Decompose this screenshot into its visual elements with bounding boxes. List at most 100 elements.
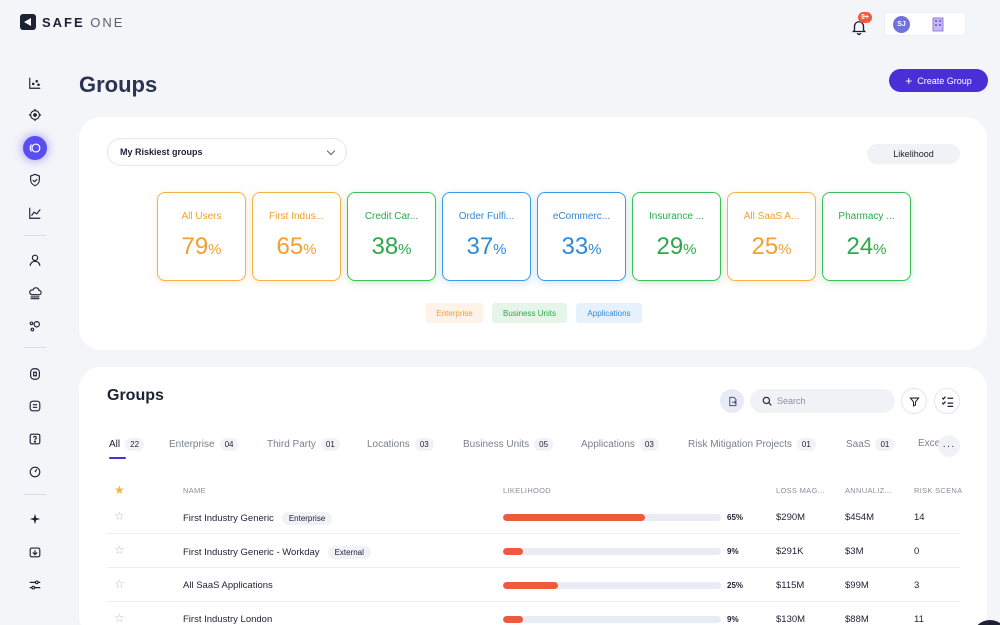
risk-tile-value: 24% [823,233,910,261]
target-icon[interactable] [24,104,46,126]
table-row[interactable]: ☆ First Industry Generic - Workday Externa… [107,535,960,568]
col-name[interactable]: NAME [183,486,206,495]
group-name[interactable]: First Industry Generic - Workday [183,547,320,558]
tab-risk-mitigation-projects[interactable]: Risk Mitigation Projects 01 [688,438,816,451]
favorite-star-icon[interactable]: ☆ [114,543,125,557]
groups-icon[interactable] [23,136,47,160]
app-logo[interactable]: SAFE ONE [20,14,124,30]
tab-label: Applications [581,439,635,450]
risk-tile[interactable]: First Indus... 65% [252,192,341,281]
risk-tile[interactable]: All SaaS A... 25% [727,192,816,281]
col-annualized[interactable]: ANNUALIZ... [845,486,892,495]
risk-tile[interactable]: eCommerc... 33% [537,192,626,281]
tab-locations[interactable]: Locations 03 [367,438,434,451]
dropdown-value: My Riskiest groups [120,147,203,157]
risk-tile-value: 38% [348,233,435,261]
tab-third-party[interactable]: Third Party 01 [267,438,340,451]
tab-exce[interactable]: Exce [918,438,940,449]
group-name[interactable]: All SaaS Applications [183,580,273,591]
group-tag: Enterprise [281,512,333,525]
loss-magnitude-value: $290M [776,512,806,523]
group-name[interactable]: First Industry London [183,614,273,625]
percent-sign: % [873,241,887,258]
shield-icon[interactable] [24,169,46,191]
favorites-star-icon[interactable]: ★ [114,483,125,497]
risk-tile-name: eCommerc... [552,211,611,222]
create-group-button[interactable]: + Create Group [889,69,988,92]
more-tabs-button[interactable]: ··· [938,435,960,457]
riskiest-groups-card: My Riskiest groups Likelihood All Users 7… [79,117,987,350]
percent-sign: % [683,241,697,258]
table-row[interactable]: ☆ All SaaS Applications 25% $115M $99M 3 [107,569,960,602]
percent-sign: % [398,241,412,258]
favorite-star-icon[interactable]: ☆ [114,611,125,625]
risk-tile[interactable]: All Users 79% [157,192,246,281]
export-button[interactable] [720,389,744,413]
badge-shield-icon[interactable] [24,363,46,385]
filter-icon [908,397,920,407]
likelihood-value: 9% [727,615,739,624]
table-row[interactable]: ☆ First Industry Generic Enterprise 65% $290… [107,501,960,534]
tab-label: Third Party [267,439,316,450]
loss-magnitude-value: $115M [776,580,805,591]
list-doc-icon[interactable] [24,395,46,417]
search-input[interactable]: Search [750,389,895,413]
tab-all[interactable]: All 22 [109,438,145,451]
sliders-icon[interactable] [24,574,46,596]
export-icon [728,396,737,406]
brand-name: SAFE ONE [42,15,124,30]
riskiest-groups-dropdown[interactable]: My Riskiest groups [107,138,347,166]
tab-enterprise[interactable]: Enterprise 04 [169,438,239,451]
chat-launcher[interactable] [972,620,1000,625]
risk-tile-number: 79 [181,233,209,260]
risk-tile-number: 65 [276,233,304,260]
filter-button[interactable] [901,388,927,414]
tab-applications[interactable]: Applications 03 [581,438,659,451]
risk-tile-number: 38 [371,233,399,260]
annualized-value: $88M [845,614,869,625]
risk-scenarios-value: 0 [914,546,920,557]
user-menu[interactable]: SJ [884,12,966,36]
gauge-icon[interactable] [24,461,46,483]
risk-tile-name: All Users [181,211,222,222]
table-row[interactable]: ☆ First Industry London 9% $130M $88M 11 [107,603,960,625]
risk-scenarios-value: 11 [914,614,924,625]
tab-count: 03 [414,438,434,451]
col-likelihood[interactable]: LIKELIHOOD [503,486,552,495]
risk-tile-number: 24 [846,233,874,260]
group-name-cell: First Industry London [183,614,272,625]
risk-tile[interactable]: Pharmacy ... 24% [822,192,911,281]
col-risk-scenarios[interactable]: RISK SCENA [914,486,963,495]
column-settings-button[interactable] [934,388,960,414]
plus-icon: + [905,73,913,88]
risk-tile-name: Credit Car... [364,211,419,222]
likelihood-bar-fill [503,548,523,555]
risk-tile[interactable]: Insurance ... 29% [632,192,721,281]
avatar[interactable]: SJ [893,16,910,33]
tab-business-units[interactable]: Business Units 05 [463,438,554,451]
percent-sign: % [303,241,317,258]
import-icon[interactable] [24,541,46,563]
create-group-label: Create Group [917,75,972,86]
user-icon[interactable] [24,249,46,271]
trend-chart-icon[interactable] [24,202,46,224]
sparkle-icon[interactable] [24,508,46,530]
group-name[interactable]: First Industry Generic [183,513,274,524]
likelihood-value: 9% [727,547,739,556]
percent-sign: % [588,241,602,258]
col-loss-magnitude[interactable]: LOSS MAG... [776,486,825,495]
dashboard-chart-icon[interactable] [24,72,46,94]
favorite-star-icon[interactable]: ☆ [114,509,125,523]
risk-tile[interactable]: Credit Car... 38% [347,192,436,281]
groups-section-title: Groups [107,387,164,404]
favorite-star-icon[interactable]: ☆ [114,577,125,591]
loss-magnitude-value: $130M [776,614,806,625]
risk-tile[interactable]: Order Fulfi... 37% [442,192,531,281]
likelihood-metric-selector[interactable]: Likelihood [867,144,960,164]
help-icon[interactable] [24,428,46,450]
nodes-icon[interactable] [24,315,46,337]
tab-label: Exce [918,438,941,449]
tab-saas[interactable]: SaaS 01 [846,438,895,451]
groups-table-card: Groups Search All 22 Enterprise 04 Third Par… [79,367,987,625]
cloud-icon[interactable] [24,282,46,304]
